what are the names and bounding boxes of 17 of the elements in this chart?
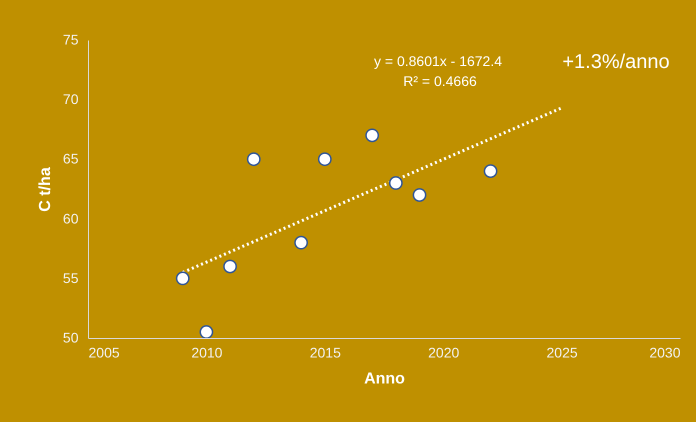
y-tick-label: 70 (62, 91, 79, 108)
y-tick-label: 65 (62, 150, 79, 167)
x-tick-label: 2015 (310, 344, 342, 360)
x-tick-label: 2020 (428, 344, 460, 360)
x-tick-label: 2025 (546, 344, 578, 360)
y-tick-label: 50 (62, 330, 79, 346)
y-tick-label: 75 (62, 32, 79, 48)
y-tick-label: 55 (62, 270, 79, 286)
annotation: y = 0.8601x - 1672.4 (374, 53, 502, 69)
annotation: +1.3%/anno (562, 51, 670, 73)
x-tick-label: 2030 (649, 344, 681, 360)
annotation: R² = 0.4666 (403, 73, 477, 89)
y-axis-title: C t/ha (36, 167, 54, 212)
x-axis-title: Anno (364, 370, 406, 388)
x-tick-label: 2010 (191, 344, 223, 360)
x-tick-label: 2005 (88, 344, 120, 360)
y-tick-label: 60 (62, 210, 79, 226)
